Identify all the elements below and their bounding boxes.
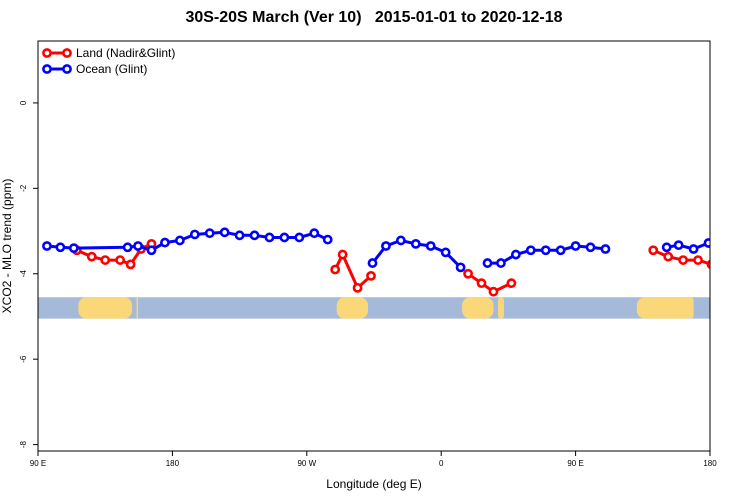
map-land-patch xyxy=(497,297,504,319)
x-tick-label: 180 xyxy=(166,459,180,468)
data-point-ocean-glint xyxy=(395,235,406,246)
data-point-ocean-glint xyxy=(146,245,157,256)
legend-marker-ocean-glint xyxy=(42,64,52,74)
legend-label-ocean-glint: Ocean (Glint) xyxy=(76,62,147,76)
data-point-ocean-glint xyxy=(585,242,596,253)
map-land-patch xyxy=(636,297,694,319)
data-point-land-nadir-glint xyxy=(337,249,348,260)
x-tick-label: 180 xyxy=(703,459,717,468)
data-point-ocean-glint xyxy=(204,228,215,239)
data-point-land-nadir-glint xyxy=(100,255,111,265)
data-point-ocean-glint xyxy=(703,238,710,248)
plot-frame xyxy=(37,40,711,452)
data-point-ocean-glint xyxy=(661,242,672,253)
legend-label-land-nadir-glint: Land (Nadir&Glint) xyxy=(76,46,175,60)
data-point-land-nadir-glint xyxy=(125,259,136,270)
map-strip xyxy=(38,297,710,319)
series-layer xyxy=(42,227,731,297)
data-point-ocean-glint xyxy=(510,249,521,260)
data-point-ocean-glint xyxy=(600,244,611,254)
data-point-ocean-glint xyxy=(279,232,290,243)
data-point-ocean-glint xyxy=(234,230,245,241)
data-point-land-nadir-glint xyxy=(506,278,517,289)
x-axis: 90 E 180 90 W 0 90 E 180 xyxy=(30,451,717,468)
data-point-ocean-glint xyxy=(440,247,451,258)
legend-marker-land-nadir-glint xyxy=(62,48,72,58)
data-point-land-nadir-glint xyxy=(706,259,710,270)
data-point-ocean-glint xyxy=(189,229,200,240)
y-axis: 0 -2 -4 -6 -8 xyxy=(19,100,38,448)
map-land-patch xyxy=(136,297,139,319)
data-point-land-nadir-glint xyxy=(352,282,363,293)
data-point-ocean-glint xyxy=(482,258,493,268)
series-line-ocean-glint xyxy=(666,241,710,251)
y-tick-label: 0 xyxy=(19,100,28,105)
data-point-land-nadir-glint xyxy=(693,255,703,265)
data-point-land-nadir-glint xyxy=(648,245,659,256)
data-point-ocean-glint xyxy=(264,232,275,243)
y-tick-label: -2 xyxy=(19,184,28,192)
data-point-land-nadir-glint xyxy=(366,270,376,281)
map-ocean-band xyxy=(38,297,710,319)
data-point-ocean-glint xyxy=(540,245,551,256)
y-tick-label: -4 xyxy=(19,270,28,278)
data-point-ocean-glint xyxy=(496,258,506,268)
data-point-ocean-glint xyxy=(367,258,378,268)
map-land-patch xyxy=(687,297,694,319)
data-point-ocean-glint xyxy=(570,241,581,251)
data-point-ocean-glint xyxy=(410,238,421,249)
x-tick-label: 90 E xyxy=(567,459,583,468)
x-tick-label: 0 xyxy=(439,459,444,468)
data-point-ocean-glint xyxy=(55,242,66,253)
map-land-patch xyxy=(78,297,133,319)
data-point-land-nadir-glint xyxy=(476,278,487,289)
series-line-land-nadir-glint xyxy=(467,272,513,294)
data-point-ocean-glint xyxy=(673,240,684,251)
x-tick-label: 90 E xyxy=(30,459,46,468)
data-point-ocean-glint xyxy=(309,228,320,239)
data-point-ocean-glint xyxy=(42,241,52,251)
x-axis-label: Longitude (deg E) xyxy=(326,477,421,491)
chart-title: 30S-20S March (Ver 10) 2015-01-01 to 202… xyxy=(185,9,563,26)
y-tick-label: -6 xyxy=(19,355,28,363)
map-land-patch xyxy=(462,297,494,319)
data-point-ocean-glint xyxy=(294,232,305,243)
data-point-ocean-glint xyxy=(249,230,260,241)
data-point-land-nadir-glint xyxy=(678,255,689,265)
data-point-land-nadir-glint xyxy=(86,251,97,262)
series-line-land-nadir-glint xyxy=(333,253,373,290)
data-point-ocean-glint xyxy=(525,245,536,256)
data-point-land-nadir-glint xyxy=(330,264,341,275)
legend-marker-land-nadir-glint xyxy=(42,48,52,58)
data-point-ocean-glint xyxy=(160,237,170,248)
data-point-ocean-glint xyxy=(68,243,79,254)
data-point-land-nadir-glint xyxy=(724,245,731,252)
data-point-ocean-glint xyxy=(122,242,133,253)
data-point-ocean-glint xyxy=(219,227,230,238)
data-point-land-nadir-glint xyxy=(488,286,499,297)
data-point-ocean-glint xyxy=(133,241,143,251)
y-tick-label: -8 xyxy=(19,440,28,448)
data-point-ocean-glint xyxy=(322,234,333,245)
legend-marker-ocean-glint xyxy=(62,64,72,74)
data-point-ocean-glint xyxy=(381,241,391,251)
data-point-ocean-glint xyxy=(425,241,436,251)
data-point-land-nadir-glint xyxy=(115,255,126,265)
data-point-ocean-glint xyxy=(174,235,185,246)
data-point-ocean-glint xyxy=(555,245,566,256)
data-point-land-nadir-glint xyxy=(663,251,674,262)
data-point-ocean-glint xyxy=(455,262,466,273)
legend: Land (Nadir&Glint) Ocean (Glint) xyxy=(42,46,175,76)
map-land-patch xyxy=(336,297,369,319)
data-point-land-nadir-glint xyxy=(463,268,473,279)
x-tick-label: 90 W xyxy=(297,459,316,468)
data-point-ocean-glint xyxy=(688,244,699,254)
y-axis-label: XCO2 - MLO trend (ppm) xyxy=(0,179,14,314)
